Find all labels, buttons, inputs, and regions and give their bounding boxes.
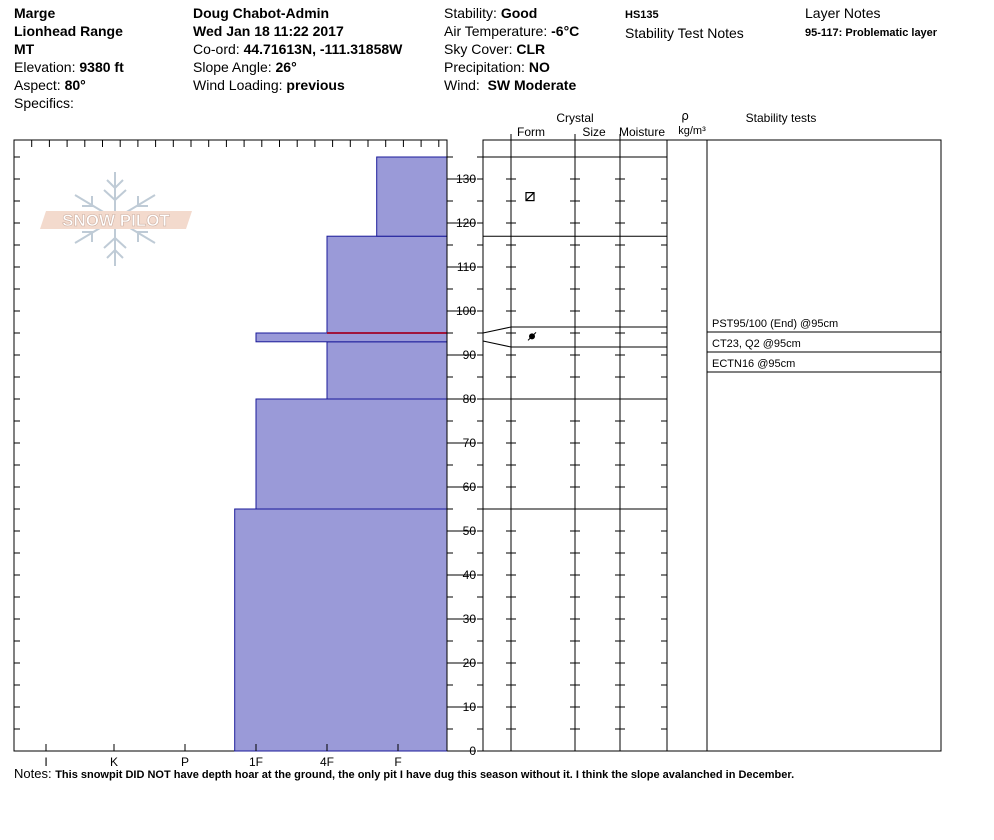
stability-value: Good <box>500 5 538 21</box>
grain-symbols <box>525 192 537 341</box>
top-ticks <box>13 140 440 147</box>
sky-label: Sky Cover: <box>444 41 513 57</box>
height-tick-label: 130 <box>456 172 476 186</box>
location: Lionhead Range <box>14 23 123 39</box>
height-tick-label: 0 <box>469 744 476 758</box>
hardness-tick-label: F <box>394 755 401 769</box>
notes-label: Notes: <box>14 766 52 781</box>
snowpilot-logo: SNOW PILOT <box>40 172 192 266</box>
hardness-layer-1 <box>255 398 448 510</box>
hardness-tick-label: 1F <box>249 755 263 769</box>
hardness-layer-4 <box>326 235 448 334</box>
observer-name: Marge <box>14 5 56 21</box>
height-tick-label: 20 <box>463 656 477 670</box>
datetime: Wed Jan 18 11:22 2017 <box>193 23 344 39</box>
hardness-profile <box>234 156 448 752</box>
precip-label: Precipitation: <box>444 59 525 75</box>
layer-table-rows <box>482 156 667 510</box>
moisture-header: Moisture <box>619 125 665 139</box>
form-header: Form <box>517 125 545 139</box>
wind-loading-label: Wind Loading: <box>193 77 283 93</box>
aspect-label: Aspect: <box>14 77 61 93</box>
layer-notes-title: Layer Notes <box>805 5 881 21</box>
layer-table-frame <box>482 139 942 752</box>
stability-test-label: PST95/100 (End) @95cm <box>712 318 838 330</box>
hardness-tick-label: K <box>110 755 118 769</box>
wind-loading-value: previous <box>286 77 345 93</box>
wind-value: SW Moderate <box>487 77 577 93</box>
coord-label: Co-ord: <box>193 41 240 57</box>
hardness-tick-label: P <box>181 755 189 769</box>
hardness-layer-2 <box>326 341 448 400</box>
height-tick-label: 10 <box>463 700 477 714</box>
height-tick-label: 70 <box>463 436 477 450</box>
faceted-grain-icon <box>525 192 535 202</box>
pit-info: Doug Chabot-Admin Wed Jan 18 11:22 2017 … <box>193 4 402 94</box>
slope-value: 26° <box>275 59 297 75</box>
hardness-tick-label: 4F <box>320 755 334 769</box>
stability-tests: PST95/100 (End) @95cm CT23, Q2 @95cm ECTN1… <box>707 318 941 373</box>
stability-test-label: CT23, Q2 @95cm <box>712 338 801 350</box>
hs-value: HS135 <box>625 9 659 21</box>
notes-text: This snowpit DID NOT have depth hoar at … <box>55 769 795 781</box>
height-tick-label: 30 <box>463 612 477 626</box>
air-temp-value: -6°C <box>551 23 580 39</box>
layer-connector <box>482 340 512 348</box>
hardness-axis: I K P 1F 4F F <box>44 744 402 769</box>
height-tick-label: 120 <box>456 216 476 230</box>
crystal-header: Crystal <box>556 111 593 125</box>
sky-value: CLR <box>516 41 546 57</box>
rounded-grain-icon <box>527 332 537 341</box>
observer-info: Marge Lionhead Range MT Elevation: 9380 … <box>14 4 124 112</box>
hardness-layer-3 <box>255 332 448 343</box>
hardness-tick-label: I <box>44 755 47 769</box>
notes: Notes: This snowpit DID NOT have depth h… <box>14 766 794 781</box>
wind-label: Wind: <box>444 77 480 93</box>
hardness-layer-5 <box>376 156 448 237</box>
height-tick-label: 110 <box>457 260 476 274</box>
faceted-grain-icon <box>525 192 535 202</box>
stability-tests-header: Stability tests <box>746 111 817 125</box>
height-tick-label: 100 <box>456 304 476 318</box>
elevation-value: 9380 ft <box>79 59 124 75</box>
height-tick-label: 60 <box>463 480 477 494</box>
coord-value: 44.71613N, -111.31858W <box>243 41 403 57</box>
height-axis: 0 10 20 30 40 50 60 70 80 90 100 110 120 130 <box>446 140 483 758</box>
specifics-label: Specifics: <box>14 95 74 111</box>
density-unit: kg/m³ <box>678 125 706 137</box>
size-header: Size <box>582 125 606 139</box>
elevation-label: Elevation: <box>14 59 76 75</box>
density-symbol: ρ <box>681 109 689 123</box>
height-tick-label: 50 <box>463 524 477 538</box>
logo-text: SNOW PILOT <box>62 211 170 230</box>
layer-note: 95-117: Problematic layer <box>805 27 938 39</box>
state: MT <box>14 41 35 57</box>
height-tick-label: 80 <box>463 392 477 406</box>
height-tick-label: 40 <box>463 568 477 582</box>
layer-notes-block: Layer Notes 95-117: Problematic layer <box>805 4 937 42</box>
layer-connector <box>482 326 512 334</box>
height-tick-label: 90 <box>463 348 477 362</box>
weather-info: Stability: Good Air Temperature: -6°C Sk… <box>444 4 579 94</box>
slope-label: Slope Angle: <box>193 59 272 75</box>
aspect-value: 80° <box>64 77 86 93</box>
air-temp-label: Air Temperature: <box>444 23 548 39</box>
stability-test-label: ECTN16 @95cm <box>712 358 795 370</box>
hardness-layer-0 <box>234 508 448 752</box>
hs-block: HS135 Stability Test Notes <box>625 4 744 42</box>
layer-table-columns <box>506 134 708 752</box>
stability-label: Stability: <box>444 5 497 21</box>
stability-test-notes-title: Stability Test Notes <box>625 25 744 41</box>
left-ticks <box>14 156 20 752</box>
precip-value: NO <box>528 59 550 75</box>
user-name: Doug Chabot-Admin <box>193 5 330 21</box>
